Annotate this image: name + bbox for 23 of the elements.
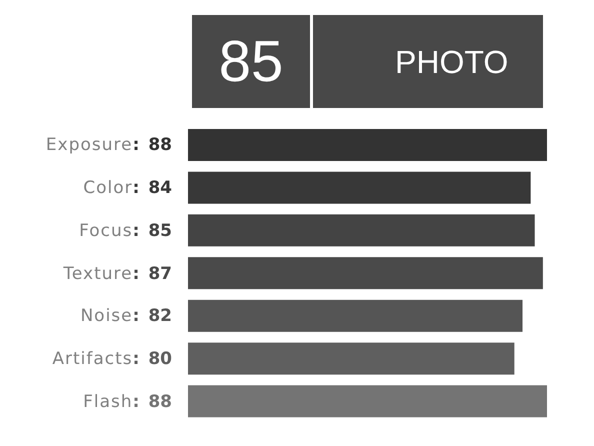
data-label: : 82 — [132, 306, 172, 326]
bar — [188, 385, 547, 418]
bar — [188, 257, 543, 290]
y-tick-label: Exposure — [46, 135, 133, 156]
chart-title: PHOTO — [395, 44, 508, 80]
y-tick-label: Color — [83, 178, 133, 198]
y-tick-label: Focus — [79, 220, 133, 241]
data-label: : 84 — [132, 178, 172, 198]
bar — [188, 300, 523, 332]
y-tick-label: Texture — [63, 264, 133, 284]
bar — [188, 214, 535, 246]
y-tick-label: Noise — [80, 306, 133, 326]
data-label: : 80 — [132, 348, 172, 369]
data-label: : 88 — [132, 392, 172, 412]
y-tick-label: Artifacts — [52, 348, 133, 369]
bar — [188, 342, 514, 375]
data-label: : 87 — [132, 264, 172, 284]
y-tick-label: Flash — [83, 392, 133, 412]
bar — [188, 129, 547, 161]
data-label: : 88 — [132, 135, 172, 156]
data-label: : 85 — [132, 220, 172, 241]
text: 85 — [218, 28, 284, 94]
bar — [188, 172, 531, 204]
